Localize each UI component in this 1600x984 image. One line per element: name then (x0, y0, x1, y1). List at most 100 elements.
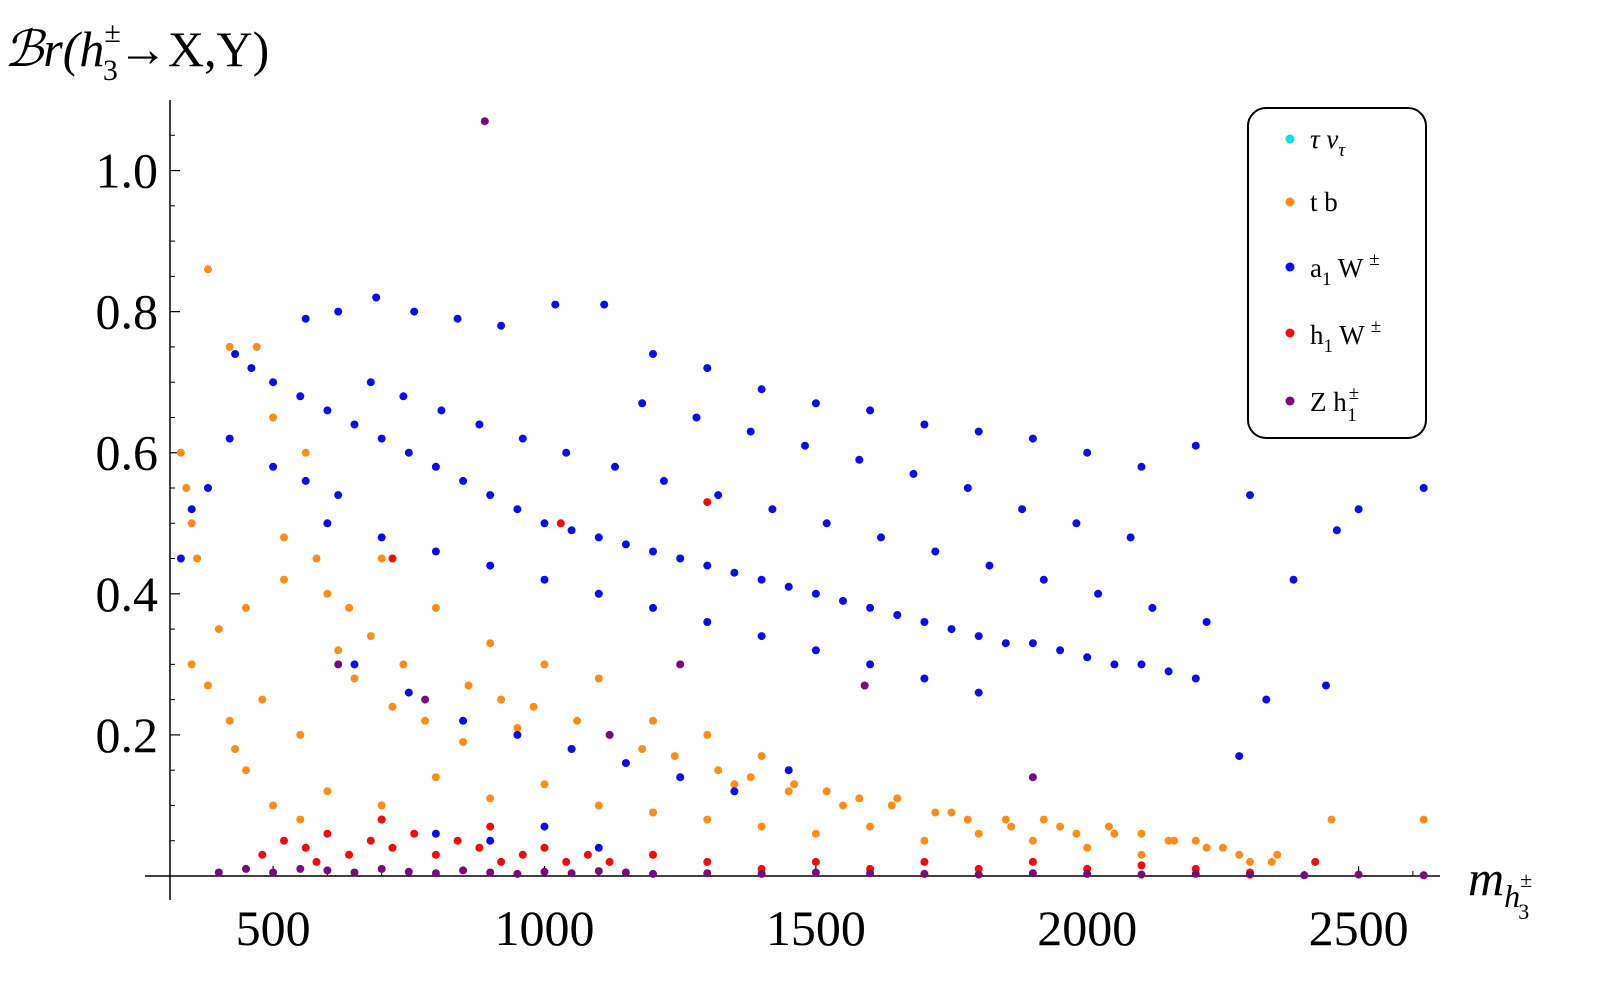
point-aw (269, 462, 278, 471)
legend-label-tau: τ ντ (1310, 124, 1346, 161)
point-tb (1273, 850, 1282, 859)
point-tb (1235, 850, 1244, 859)
point-aw (497, 321, 506, 330)
point-zh (513, 869, 522, 878)
point-tb (1218, 843, 1227, 852)
point-zh (404, 867, 413, 876)
point-hw (920, 857, 929, 866)
point-zh (860, 681, 869, 690)
y-axis-title: ℬr(h± 3→X,Y) (4, 16, 269, 87)
point-aw (920, 618, 929, 626)
point-aw (350, 420, 359, 429)
point-aw (540, 519, 549, 528)
point-aw (513, 730, 522, 739)
point-tb (280, 533, 288, 542)
point-tb (187, 660, 196, 669)
point-aw (866, 660, 875, 669)
point-aw (225, 434, 234, 443)
point-zh (757, 869, 766, 878)
point-aw (784, 766, 793, 775)
point-aw (703, 618, 712, 626)
point-tb (947, 808, 956, 817)
point-tb (486, 639, 495, 648)
point-tb (839, 801, 847, 810)
point-zh (703, 869, 712, 878)
point-aw (974, 427, 983, 436)
point-tb (540, 660, 549, 669)
point-zh (214, 868, 223, 877)
point-tb (187, 519, 196, 528)
point-tb (784, 787, 793, 796)
point-tb (529, 702, 538, 711)
legend-marker-aw (1285, 262, 1295, 272)
point-zh (605, 730, 614, 739)
point-aw (649, 547, 657, 556)
point-tb (963, 815, 972, 824)
point-tb (242, 603, 250, 612)
point-tb (822, 787, 831, 796)
point-aw (296, 392, 305, 401)
point-hw (703, 857, 712, 866)
point-aw (399, 392, 408, 401)
point-zh (1137, 870, 1146, 879)
point-zh (350, 868, 359, 877)
point-zh (480, 117, 489, 126)
point-hw (486, 822, 495, 831)
point-zh (974, 870, 983, 879)
point-tb (1007, 822, 1016, 831)
point-aw (1083, 653, 1092, 662)
point-tb (193, 554, 202, 563)
point-aw (1126, 533, 1135, 542)
point-aw (692, 413, 701, 422)
point-aw (431, 462, 440, 471)
point-aw (621, 759, 630, 768)
point-tb (1191, 836, 1200, 845)
point-hw (1137, 861, 1146, 870)
point-aw (301, 476, 310, 485)
point-hw (811, 857, 820, 866)
point-tb (866, 822, 875, 831)
point-aw (1072, 519, 1081, 528)
series-tb (176, 265, 1428, 866)
point-tb (366, 632, 375, 641)
point-hw (605, 857, 614, 866)
point-tb (1202, 843, 1211, 852)
point-tb (594, 801, 603, 810)
point-aw (676, 554, 685, 563)
point-zh (567, 869, 576, 878)
point-aw (757, 632, 766, 641)
point-hw (1028, 857, 1037, 866)
point-aw (676, 773, 685, 782)
point-zh (1246, 870, 1254, 879)
point-tb (252, 342, 261, 351)
x-tick-label: 1000 (494, 900, 594, 956)
point-aw (334, 307, 343, 316)
point-tb (323, 589, 332, 598)
point-aw (594, 533, 603, 542)
point-hw (703, 498, 712, 507)
point-aw (366, 378, 375, 387)
point-zh (594, 867, 603, 876)
point-tb (714, 766, 723, 775)
point-tb (746, 773, 755, 782)
series-zh (214, 117, 1428, 880)
point-aw (453, 314, 462, 323)
point-tb (421, 716, 430, 725)
point-tb (431, 603, 440, 612)
point-hw (280, 836, 288, 845)
legend-label-aw: a1 W ± (1310, 249, 1380, 290)
point-aw (459, 716, 468, 725)
point-tb (323, 787, 332, 796)
point-aw (877, 533, 885, 542)
point-tb (670, 752, 679, 761)
point-tb (649, 716, 657, 725)
point-tb (182, 484, 191, 492)
legend: τ ντ t b a1 W ± h1 W ± Z h ±1 (1247, 107, 1427, 439)
point-zh (540, 867, 549, 876)
point-zh (377, 864, 386, 873)
y-tick-label: 1.0 (96, 143, 159, 199)
point-tb (1164, 836, 1173, 845)
point-hw (540, 843, 549, 852)
point-tb (334, 646, 343, 655)
point-aw (204, 484, 212, 492)
